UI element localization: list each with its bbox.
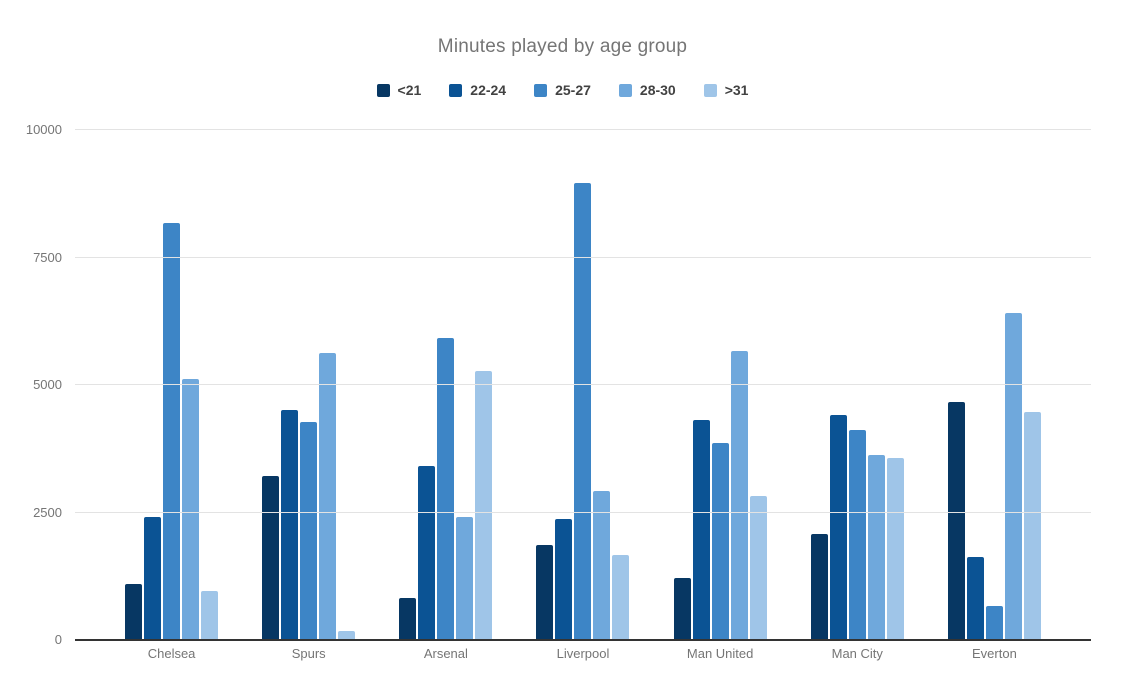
bar[interactable]: [456, 516, 474, 639]
legend-label: 22-24: [470, 82, 507, 98]
bar[interactable]: [437, 338, 455, 639]
bar-group-arsenal: [377, 129, 514, 639]
bar[interactable]: [182, 378, 200, 639]
bar[interactable]: [612, 555, 630, 639]
y-axis-label: 0: [54, 632, 62, 647]
bar-group-chelsea: [103, 129, 240, 639]
legend-item: 28-30: [618, 82, 676, 98]
bar[interactable]: [985, 606, 1003, 639]
bar[interactable]: [810, 534, 828, 639]
bar[interactable]: [418, 465, 436, 639]
bar[interactable]: [475, 371, 493, 639]
x-axis-label: Man United: [686, 646, 754, 661]
x-axis-label: Everton: [972, 646, 1017, 661]
bar[interactable]: [574, 182, 592, 639]
gridline: [75, 384, 1091, 385]
bar-group-spurs: [240, 129, 377, 639]
bar[interactable]: [730, 350, 748, 639]
chart-title: Minutes played by age group: [437, 36, 688, 57]
gridline: [75, 256, 1091, 258]
bar[interactable]: [144, 516, 162, 639]
bar[interactable]: [300, 422, 318, 639]
gridline: [75, 511, 1091, 513]
legend-swatch: [376, 83, 390, 97]
bar[interactable]: [829, 414, 847, 639]
bar[interactable]: [536, 544, 554, 639]
bar-groups: [75, 129, 1091, 639]
bar-group-man-united: [652, 129, 789, 639]
bar[interactable]: [281, 409, 299, 639]
bar[interactable]: [692, 419, 710, 639]
legend-swatch: [703, 83, 717, 97]
x-axis-label: Chelsea: [147, 646, 196, 661]
legend-label: 25-27: [555, 82, 591, 98]
gridline: [75, 129, 1091, 130]
plot-area: [75, 129, 1091, 641]
bar[interactable]: [673, 577, 691, 639]
legend-label: >31: [724, 82, 749, 98]
x-axis-labels: Chelsea Spurs Arsenal Liverpool Man United Ma…: [75, 646, 1091, 661]
bar[interactable]: [1023, 412, 1041, 639]
y-axis-label: 5000: [33, 377, 62, 392]
bar[interactable]: [338, 631, 356, 639]
bar[interactable]: [886, 457, 904, 639]
legend-item: 22-24: [449, 82, 506, 98]
bar-group-everton: [926, 129, 1063, 639]
x-axis-label: Man City: [831, 646, 883, 661]
bar[interactable]: [593, 491, 611, 639]
x-axis-label: Arsenal: [423, 646, 468, 661]
legend-label: 28-30: [639, 82, 676, 98]
legend-label: <21: [397, 82, 422, 98]
legend-swatch: [534, 83, 548, 97]
bar[interactable]: [399, 598, 417, 639]
bar[interactable]: [163, 223, 181, 639]
y-axis-label: 10000: [25, 122, 62, 137]
legend: <21 22-24 25-27 28-30 >31: [0, 82, 1125, 98]
bar[interactable]: [125, 583, 143, 639]
legend-item: <21: [376, 82, 422, 98]
bar[interactable]: [966, 557, 984, 639]
bar[interactable]: [947, 401, 965, 639]
x-axis-label: Spurs: [291, 646, 326, 661]
y-axis-label: 2500: [33, 504, 62, 520]
bar[interactable]: [555, 519, 573, 639]
bar[interactable]: [1004, 312, 1022, 639]
bar-group-liverpool: [514, 129, 651, 639]
bar-group-man-city: [789, 129, 926, 639]
x-axis-label: Liverpool: [556, 646, 610, 661]
bar[interactable]: [711, 442, 729, 639]
bar[interactable]: [201, 590, 219, 639]
y-axis-label: 7500: [33, 249, 62, 265]
legend-swatch: [618, 83, 632, 97]
legend-item: 25-27: [534, 82, 591, 98]
bar[interactable]: [848, 429, 866, 639]
legend-swatch: [449, 83, 463, 97]
legend-item: >31: [703, 82, 749, 98]
bar[interactable]: [262, 475, 280, 639]
bar[interactable]: [749, 496, 767, 639]
bar[interactable]: [319, 353, 337, 639]
bar[interactable]: [867, 455, 885, 639]
